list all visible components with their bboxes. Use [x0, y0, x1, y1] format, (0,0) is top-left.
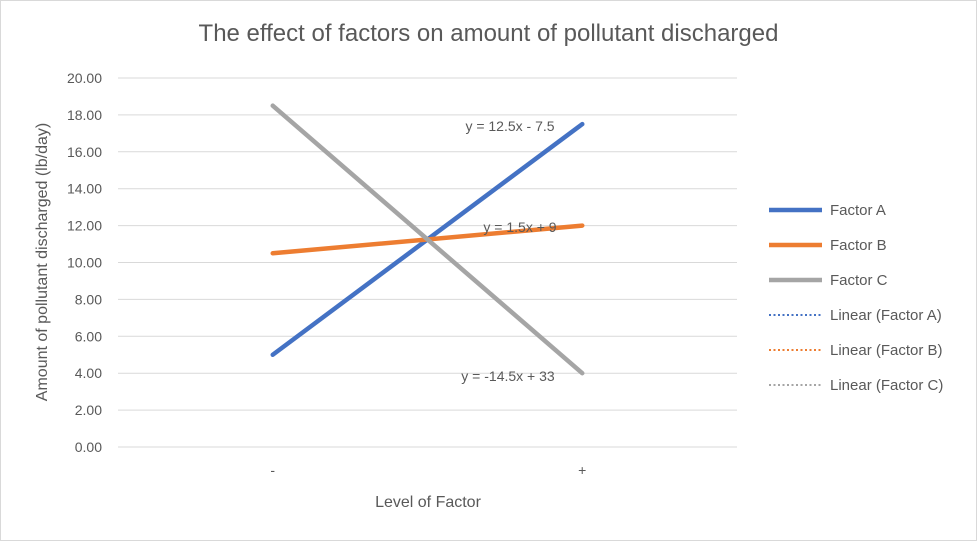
y-tick-label: 0.00 — [75, 439, 102, 455]
y-tick-label: 14.00 — [67, 181, 102, 197]
legend-label: Linear (Factor C) — [830, 377, 943, 394]
y-tick-label: 8.00 — [75, 291, 102, 307]
x-axis-title: Level of Factor — [375, 494, 482, 511]
series-line-factor-c — [270, 103, 585, 376]
legend-label: Linear (Factor A) — [830, 307, 942, 324]
y-axis-title: Amount of pollutant discharged (lb/day) — [34, 123, 51, 401]
y-tick-labels: 0.00 2.00 4.00 6.00 8.00 10.00 12.00 14.00 16.00… — [67, 70, 102, 455]
y-tick-label: 20.00 — [67, 70, 102, 86]
y-tick-label: 4.00 — [75, 365, 102, 381]
y-tick-label: 12.00 — [67, 218, 102, 234]
chart-title: The effect of factors on amount of pollu… — [198, 20, 779, 47]
legend-label: Factor B — [830, 237, 887, 254]
trendline-equation: y = 1.5x + 9 — [483, 219, 556, 235]
legend-label: Factor C — [830, 272, 888, 289]
trendline-equations: y = 12.5x - 7.5 y = 1.5x + 9 y = -14.5x + … — [461, 118, 556, 384]
y-tick-label: 2.00 — [75, 402, 102, 418]
y-tick-label: 10.00 — [67, 255, 102, 271]
legend-label: Factor A — [830, 202, 886, 219]
gridlines — [118, 77, 737, 448]
trendline-equation: y = 12.5x - 7.5 — [465, 118, 554, 134]
y-tick-label: 18.00 — [67, 107, 102, 123]
x-tick-label: + — [578, 462, 586, 478]
y-tick-label: 16.00 — [67, 144, 102, 160]
series-lines — [270, 103, 585, 376]
trendline-equation: y = -14.5x + 33 — [461, 368, 555, 384]
y-tick-label: 6.00 — [75, 328, 102, 344]
legend-label: Linear (Factor B) — [830, 342, 943, 359]
legend: Factor A Factor B Factor C Linear (Factor A… — [769, 202, 943, 394]
x-tick-labels: - + — [270, 462, 586, 478]
x-tick-label: - — [270, 462, 275, 478]
